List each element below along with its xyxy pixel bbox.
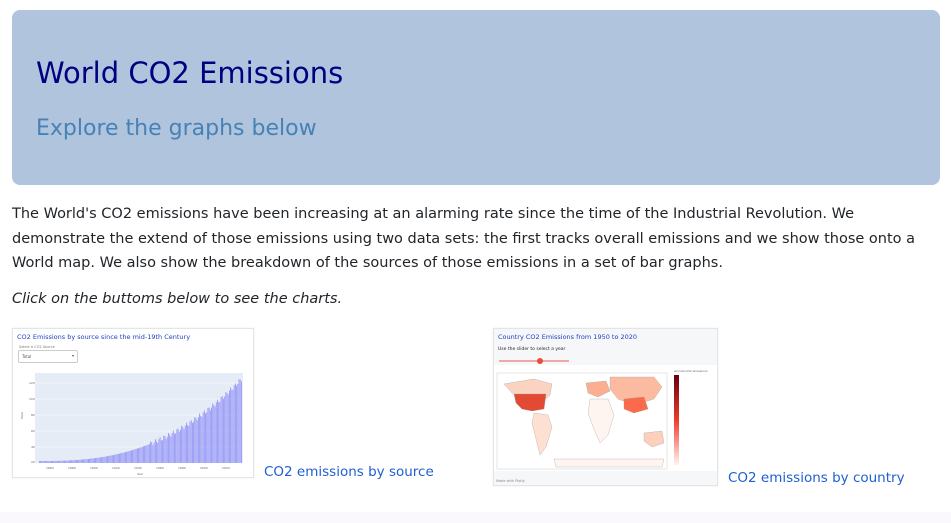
world-map-image: Annual CO2 emissions xyxy=(494,369,717,485)
intro-paragraph: The World's CO2 emissions have been incr… xyxy=(12,206,916,271)
svg-text:60: 60 xyxy=(31,429,35,433)
svg-text:1920: 1920 xyxy=(112,466,120,470)
source-bar-chart-image: 120 100 80 60 40 20 1860 1880 1900 1920 1940 196… xyxy=(20,373,243,476)
country-chart-thumbnail[interactable]: Country CO2 Emissions from 1950 to 2020 … xyxy=(493,328,718,486)
source-select-label: Select a CO2 Source xyxy=(19,345,55,349)
header-banner: World CO2 Emissions Explore the graphs b… xyxy=(12,10,940,185)
source-thumbnail-title: CO2 Emissions by source since the mid-19… xyxy=(17,333,191,341)
source-select: Total ▾ xyxy=(18,350,78,363)
svg-text:40: 40 xyxy=(31,445,35,449)
source-chart-thumbnail[interactable]: CO2 Emissions by source since the mid-19… xyxy=(12,328,254,478)
svg-text:120: 120 xyxy=(29,381,35,385)
svg-text:2000: 2000 xyxy=(200,466,208,470)
source-chart-link[interactable]: CO2 emissions by source xyxy=(264,464,434,480)
svg-text:1900: 1900 xyxy=(90,466,98,470)
colorbar-label: Annual CO2 emissions xyxy=(674,369,708,373)
instructions-text: Click on the buttoms below to see the ch… xyxy=(12,291,343,307)
svg-text:20: 20 xyxy=(31,460,35,464)
svg-text:1860: 1860 xyxy=(46,466,54,470)
svg-text:80: 80 xyxy=(31,413,35,417)
page-title: World CO2 Emissions xyxy=(36,56,344,90)
country-chart-link[interactable]: CO2 emissions by country xyxy=(728,470,905,486)
svg-text:1980: 1980 xyxy=(178,466,186,470)
svg-text:1880: 1880 xyxy=(68,466,76,470)
chevron-down-icon: ▾ xyxy=(71,353,74,358)
svg-text:100: 100 xyxy=(29,397,35,401)
source-select-value: Total xyxy=(22,354,32,359)
svg-text:1940: 1940 xyxy=(134,466,142,470)
page-bottom-strip xyxy=(0,512,951,523)
source-y-label: Total xyxy=(20,412,24,420)
map-footer: Made with Plotly xyxy=(496,479,525,483)
source-x-label: Year xyxy=(137,472,144,476)
year-slider-knob xyxy=(537,358,543,364)
slider-caption: Use the slider to select a year xyxy=(498,347,566,352)
year-slider xyxy=(499,358,569,364)
country-thumbnail-title: Country CO2 Emissions from 1950 to 2020 xyxy=(498,333,638,341)
svg-text:2020: 2020 xyxy=(222,466,230,470)
svg-text:1960: 1960 xyxy=(156,466,164,470)
page-subtitle: Explore the graphs below xyxy=(36,116,317,141)
